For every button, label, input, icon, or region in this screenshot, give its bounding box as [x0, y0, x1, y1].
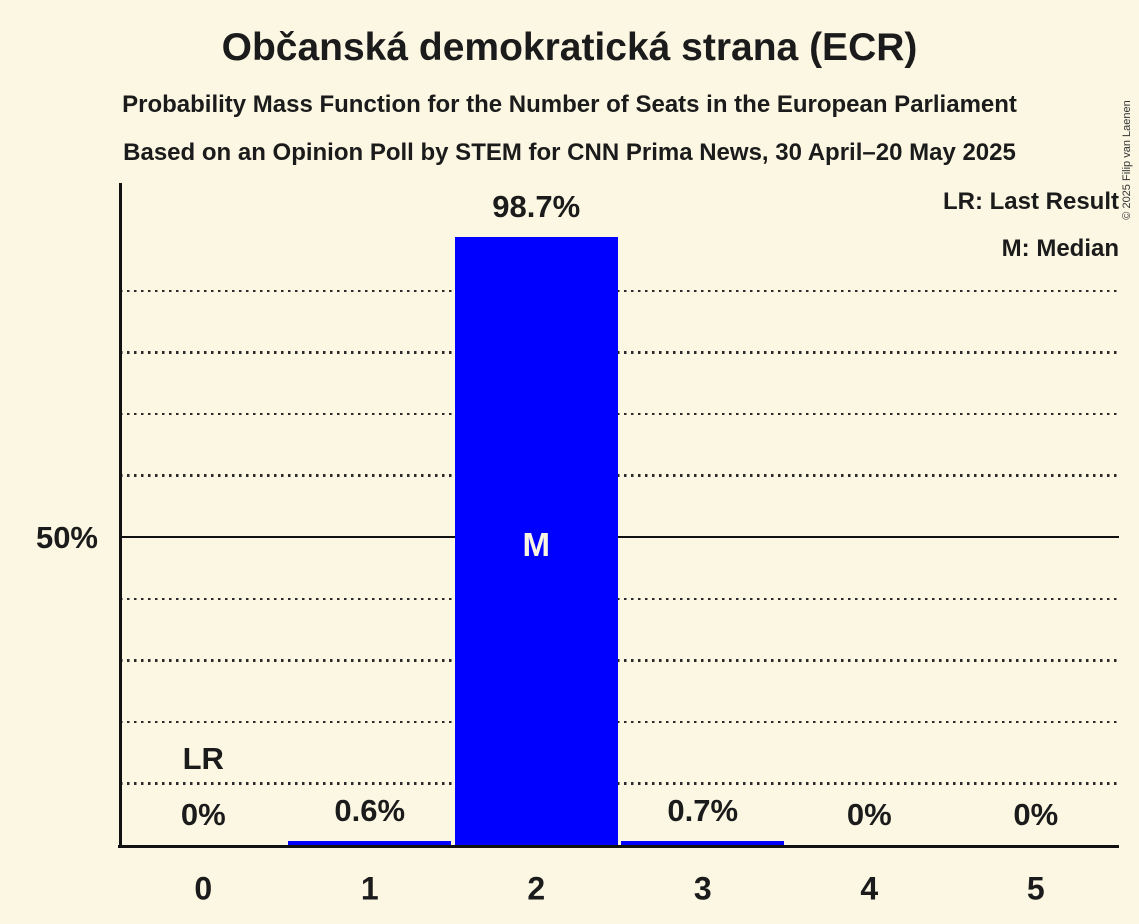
x-axis-label-seat-3: 3	[693, 870, 712, 907]
bar-seat-3	[621, 840, 785, 845]
page-title: Občanská demokratická strana (ECR)	[221, 26, 918, 69]
bar-seat-2	[454, 237, 618, 845]
legend-last-result: LR: Last Result	[942, 188, 1119, 215]
value-label-seat-0: 0%	[180, 797, 226, 832]
gridline-20-percent	[120, 720, 1119, 724]
bar-seat-1	[288, 841, 452, 845]
gridline-30-percent	[120, 659, 1119, 662]
gridline-90-percent	[120, 289, 1119, 293]
x-axis-label-seat-1: 1	[360, 870, 379, 907]
gridline-40-percent	[120, 597, 1119, 600]
gridline-60-percent	[120, 474, 1119, 477]
x-axis-label-seat-2: 2	[527, 870, 546, 907]
gridline-50-percent-solid	[120, 535, 1119, 539]
chart-subtitle-function: Probability Mass Function for the Number…	[122, 91, 1017, 118]
x-axis-line	[118, 845, 1119, 848]
x-axis-label-seat-0: 0	[194, 870, 213, 907]
gridline-70-percent	[120, 412, 1119, 416]
x-axis-label-seat-5: 5	[1026, 870, 1045, 907]
value-label-seat-1: 0.6%	[334, 793, 406, 829]
last-result-marker: LR	[182, 741, 224, 776]
gridline-10-percent	[120, 782, 1119, 785]
median-marker: M	[522, 526, 551, 564]
gridline-80-percent	[120, 351, 1119, 354]
x-axis-label-seat-4: 4	[860, 870, 879, 907]
value-label-seat-2: 98.7%	[492, 189, 581, 225]
value-label-seat-4: 0%	[846, 797, 892, 832]
y-axis-line	[118, 183, 122, 848]
chart-subtitle-source: Based on an Opinion Poll by STEM for CNN…	[123, 139, 1016, 166]
y-axis-50-percent-label: 50%	[35, 520, 98, 555]
value-label-seat-3: 0.7%	[667, 792, 739, 828]
legend-median: M: Median	[1001, 235, 1119, 262]
value-label-seat-5: 0%	[1013, 797, 1059, 832]
